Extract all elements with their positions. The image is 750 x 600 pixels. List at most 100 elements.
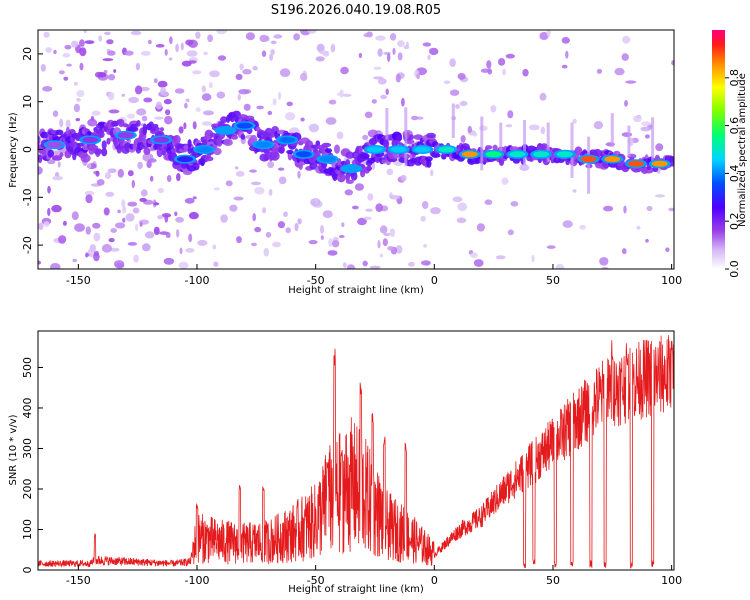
spectrogram-noise-blob	[507, 110, 514, 119]
spectrogram-noise-blob	[57, 161, 61, 168]
spectrogram-band-blob	[38, 154, 43, 164]
spectrogram-noise-blob	[74, 81, 78, 86]
spectrogram-noise-blob	[505, 53, 515, 59]
snr-panel: -150 -100 -50 0 50 100 0 100 200 300 400 500 Heigh…	[8, 330, 682, 595]
spectrogram-noise-blob	[377, 78, 387, 85]
spectrogram-band-blob	[136, 120, 141, 127]
spectrogram-noise-blob	[73, 103, 80, 113]
spectrogram-noise-blob	[79, 39, 85, 47]
spectrogram-noise-blob	[539, 32, 549, 40]
spectrogram-noise-blob	[362, 260, 368, 267]
snr-y-tick-label: 400	[21, 397, 34, 418]
spectrogram-noise-blob	[42, 86, 53, 92]
spectrogram-noise-blob	[392, 47, 396, 55]
spectrogram-streak	[385, 108, 389, 140]
spectrogram-noise-blob	[239, 63, 244, 70]
spectrogram-noise-blob	[176, 173, 181, 182]
spectrogram-noise-blob	[131, 179, 135, 189]
spectrogram-noise-blob	[155, 101, 162, 110]
spectrogram-band-blob	[87, 130, 92, 137]
spectrogram-noise-blob	[195, 107, 201, 112]
spectrogram-noise-blob	[379, 225, 388, 234]
spectrogram-noise-blob	[519, 163, 530, 172]
spectrogram-noise-blob	[107, 168, 117, 173]
spectrogram-noise-blob	[486, 60, 492, 69]
spectrogram-noise-blob	[601, 266, 609, 269]
spectrogram-band-blob	[99, 131, 105, 138]
spectrogram-noise-blob	[387, 246, 395, 251]
spectrogram-band-blob	[492, 144, 498, 151]
spectrogram-band-blob	[76, 142, 85, 147]
spectrogram-noise-blob	[135, 62, 140, 71]
spectrogram-noise-blob	[546, 30, 551, 37]
spectrogram-ridge-core	[343, 165, 360, 172]
spectrogram-noise-blob	[94, 71, 104, 78]
spectrogram-y-tick-label: 20	[21, 47, 34, 61]
spectrogram-noise-blob	[127, 170, 134, 177]
spectrogram-noise-blob	[47, 159, 56, 165]
spectrogram-noise-blob	[92, 222, 101, 229]
spectrogram-noise-blob	[308, 123, 320, 133]
spectrogram-noise-blob	[101, 243, 112, 253]
spectrogram-noise-blob	[327, 250, 338, 256]
spectrogram-noise-blob	[229, 204, 238, 212]
spectrogram-noise-blob	[252, 213, 256, 222]
spectrogram-noise-blob	[213, 187, 220, 191]
spectrogram-noise-blob	[108, 109, 120, 114]
spectrogram-band-blob	[59, 152, 64, 158]
spectrogram-noise-blob	[410, 115, 419, 121]
spectrogram-band-blob	[106, 137, 111, 145]
spectrogram-noise-blob	[38, 166, 43, 175]
snr-x-label: Height of straight line (km)	[288, 584, 424, 595]
snr-x-tick-label: 50	[546, 574, 560, 587]
spectrogram-noise-blob	[165, 232, 171, 239]
spectrogram-noise-blob	[140, 189, 148, 197]
spectrogram-band-blob	[395, 135, 403, 142]
spectrogram-noise-blob	[183, 122, 187, 130]
spectrogram-noise-blob	[115, 222, 126, 229]
spectrogram-noise-blob	[40, 64, 46, 72]
spectrogram-x-tick-label: -50	[307, 274, 325, 287]
spectrogram-noise-blob	[64, 44, 72, 50]
spectrogram-band-blob	[409, 134, 414, 141]
spectrogram-noise-blob	[180, 42, 184, 51]
spectrogram-noise-blob	[235, 73, 243, 81]
spectrogram-noise-blob	[187, 60, 197, 64]
spectrogram-noise-blob	[264, 35, 270, 42]
colorbar-ticks: 0.0 0.2 0.4 0.6 0.8	[725, 69, 741, 278]
spectrogram-noise-blob	[342, 93, 352, 97]
colorbar-tick-label: 0.2	[728, 212, 741, 230]
spectrogram-noise-blob	[184, 197, 195, 204]
spectrogram-noise-blob	[346, 264, 356, 269]
spectrogram-noise-blob	[125, 213, 135, 222]
spectrogram-noise-blob	[192, 121, 197, 130]
spectrogram-noise-blob	[336, 131, 344, 140]
spectrogram-noise-blob	[96, 179, 105, 186]
spectrogram-noise-blob	[154, 116, 164, 120]
spectrogram-streak	[610, 113, 614, 147]
spectrogram-noise-blob	[213, 261, 219, 267]
spectrogram-noise-blob	[261, 50, 267, 57]
spectrogram-noise-blob	[371, 99, 377, 104]
spectrogram-noise-blob	[373, 66, 382, 70]
spectrogram-noise-blob	[273, 34, 283, 39]
spectrogram-noise-blob	[452, 196, 463, 203]
spectrogram-noise-blob	[279, 68, 291, 77]
spectrogram-noise-blob	[216, 91, 226, 99]
spectrogram-noise-blob	[330, 43, 336, 53]
spectrogram-noise-blob	[540, 126, 546, 135]
snr-y-ticks: 0 100 200 300 400 500	[21, 357, 43, 574]
spectrogram-noise-blob	[561, 64, 568, 69]
spectrogram-ridge-core	[556, 151, 573, 158]
spectrogram-band-blob	[358, 145, 363, 154]
spectrogram-band-blob	[309, 162, 318, 170]
spectrogram-band-blob	[382, 139, 390, 148]
spectrogram-noise-blob	[621, 53, 629, 61]
spectrogram-ridge-core	[390, 146, 407, 153]
spectrogram-noise-blob	[354, 183, 364, 191]
spectrogram-noise-blob	[164, 115, 173, 125]
spectrogram-noise-blob	[263, 247, 270, 257]
spectrogram-y-tick-label: 10	[21, 95, 34, 109]
spectrogram-noise-blob	[115, 263, 125, 269]
